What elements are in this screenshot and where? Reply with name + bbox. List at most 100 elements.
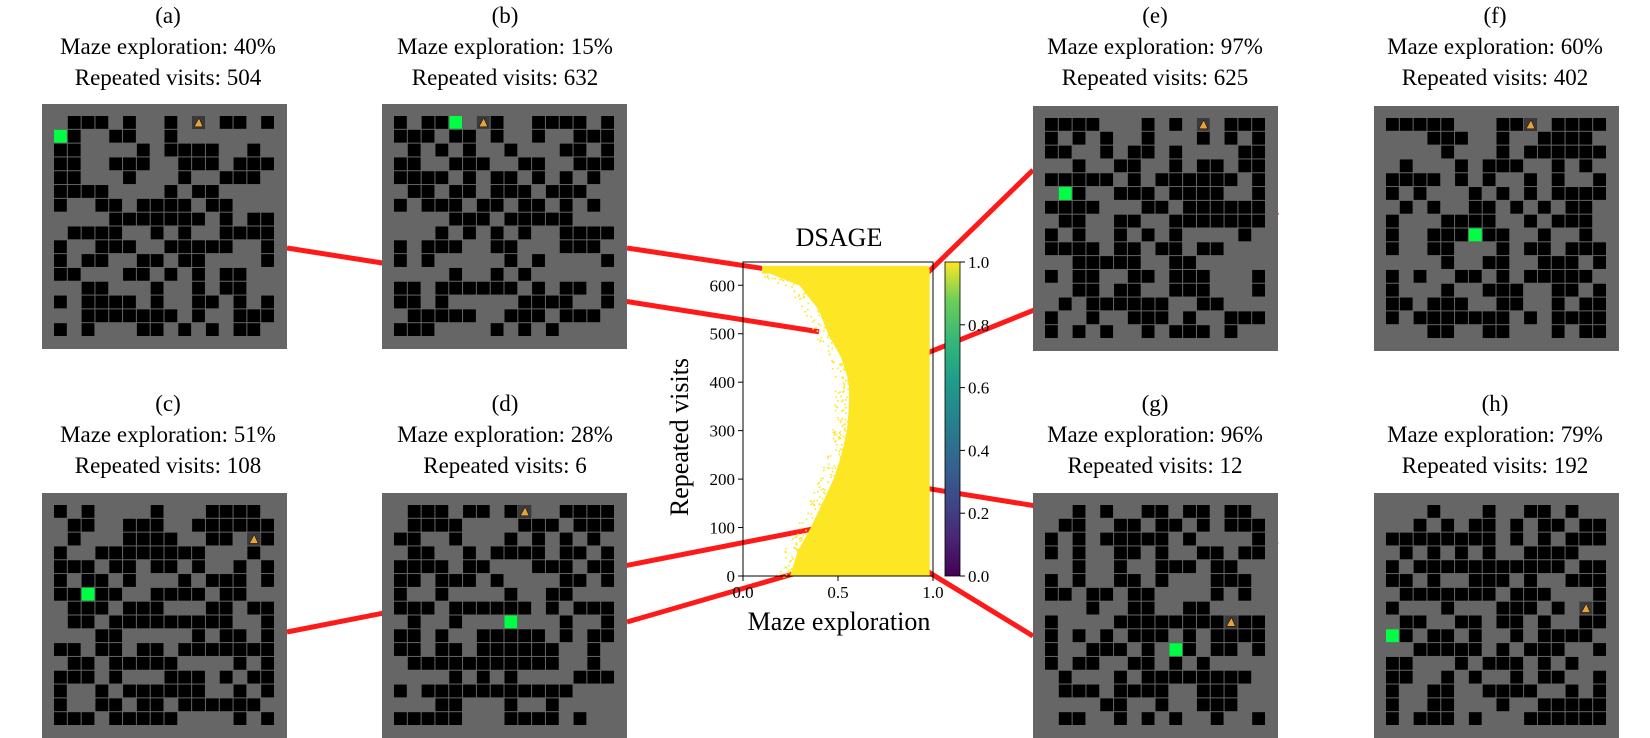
wall-cell [1058,173,1072,187]
wall-cell [490,240,504,254]
wall-cell [394,560,407,574]
wall-cell [1496,643,1510,656]
wall-cell [504,712,518,725]
wall-cell [1045,546,1058,560]
wall-cell [233,587,247,601]
wall-cell [1072,712,1086,725]
wall-cell [95,254,109,267]
wall-cell [95,295,109,309]
wall-cell [1441,670,1455,684]
wall-cell [164,129,178,143]
wall-cell [1399,615,1413,629]
wall-cell [178,240,192,254]
wall-cell [601,574,614,587]
wall-cell [1579,269,1593,283]
wall-cell [490,684,504,698]
panel-label: (d) [491,391,519,416]
wall-cell [192,267,205,281]
wall-cell [476,629,490,643]
wall-cell [1441,214,1455,228]
wall-cell [1252,187,1265,200]
wall-cell [1183,532,1196,546]
wall-cell [1045,145,1058,159]
wall-cell [1127,574,1141,587]
wall-cell [1496,242,1510,256]
wall-cell [490,629,504,643]
wall-cell [1252,643,1265,656]
wall-cell [1441,518,1455,532]
wall-cell [1386,173,1399,187]
wall-cell [1441,712,1455,725]
wall-cell [573,670,587,684]
wall-cell [1210,615,1224,629]
wall-cell [205,574,219,587]
wall-cell [1593,670,1606,684]
wall-cell [1183,601,1196,615]
wall-cell [247,601,261,615]
wall-cell [95,643,109,656]
wall-cell [1510,656,1524,670]
wall-cell [394,629,407,643]
wall-cell [449,198,463,212]
wall-cell [463,656,476,670]
wall-cell [1127,615,1141,629]
wall-cell [1537,698,1551,712]
wall-cell [219,643,233,656]
wall-cell [123,240,136,254]
wall-cell [1141,297,1155,311]
wall-cell [1169,712,1183,725]
wall-cell [476,157,490,171]
wall-cell [123,546,136,560]
wall-cell [1455,131,1468,145]
wall-cell [504,505,518,518]
wall-cell [573,505,587,518]
goal-square-icon [449,116,463,129]
visits-caption: Repeated visits: 632 [411,65,599,90]
wall-cell [109,712,123,725]
wall-cell [1086,311,1100,325]
wall-cell [1524,587,1537,601]
wall-cell [407,281,421,295]
wall-cell [1427,698,1441,712]
wall-cell [1141,269,1155,283]
wall-cell [247,546,261,560]
wall-cell [178,643,192,656]
wall-cell [1551,256,1565,269]
wall-cell [1496,159,1510,173]
wall-cell [192,670,205,684]
wall-cell [545,560,559,574]
wall-cell [233,267,247,281]
wall-cell [1045,200,1058,214]
visits-caption: Repeated visits: 108 [74,453,262,478]
wall-cell [1482,325,1496,338]
wall-cell [136,656,150,670]
wall-cell [233,171,247,185]
wall-cell [95,587,109,601]
wall-cell [1482,228,1496,242]
wall-cell [1413,518,1427,532]
wall-cell [1127,297,1141,311]
wall-cell [504,143,518,157]
wall-cell [261,670,274,684]
wall-cell [1441,131,1455,145]
wall-cell [1455,532,1468,546]
wall-cell [164,684,178,698]
wall-cell [1565,546,1579,560]
wall-cell [463,546,476,560]
wall-cell [81,656,95,670]
wall-cell [1155,546,1169,560]
wall-cell [532,518,545,532]
wall-cell [150,281,164,295]
wall-cell [1155,505,1169,518]
wall-cell [1441,587,1455,601]
wall-cell [532,129,545,143]
wall-cell [123,615,136,629]
wall-cell [587,505,601,518]
wall-cell [1593,145,1606,159]
wall-cell [476,198,490,212]
wall-cell [1141,200,1155,214]
wall-cell [1155,297,1169,311]
wall-cell [1386,228,1399,242]
wall-cell [421,323,435,336]
wall-cell [233,643,247,656]
